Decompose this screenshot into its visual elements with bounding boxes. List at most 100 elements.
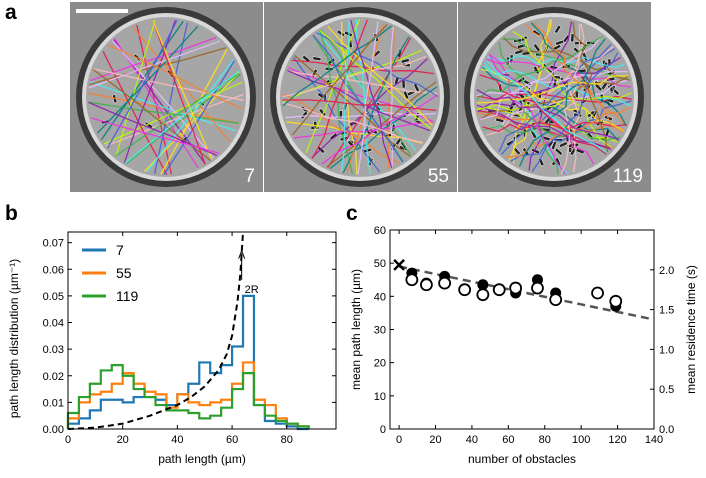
trajectory xyxy=(477,56,622,113)
trajectory xyxy=(483,62,608,154)
trajectory xyxy=(312,34,404,163)
trajectory xyxy=(498,43,612,153)
series-55-step xyxy=(66,361,310,429)
trajectory xyxy=(477,112,625,132)
trajectory xyxy=(293,120,434,139)
trajectory xyxy=(115,20,156,157)
trajectory xyxy=(112,40,215,159)
y-tick-label: 40 xyxy=(374,291,386,303)
x-tick-label: 40 xyxy=(171,434,183,446)
obstacle xyxy=(413,83,420,93)
panel-letter-a: a xyxy=(5,1,17,24)
trajectory xyxy=(487,55,625,69)
panel-letter-c: c xyxy=(346,202,358,225)
trajectory xyxy=(341,21,358,175)
micrograph-label-55: 55 xyxy=(427,166,449,187)
obstacle xyxy=(554,24,562,34)
trajectory xyxy=(89,47,227,86)
trajectory xyxy=(282,99,437,112)
trajectory xyxy=(282,55,427,98)
scatter-chart: 0 20 40 60 80 100 120 140 0 10 20 30 40 50 60 0.0 0.5 1.0… xyxy=(350,225,698,466)
x-axis-label: number of obstacles xyxy=(468,452,576,466)
obstacle xyxy=(570,33,575,43)
y-tick-label: 0.03 xyxy=(43,344,64,356)
obstacle xyxy=(402,90,410,100)
trajectory xyxy=(477,92,632,112)
trajectory xyxy=(124,70,240,164)
y-tick-label: 0.06 xyxy=(43,264,64,276)
theory-curve xyxy=(67,231,245,430)
obstacle xyxy=(312,56,322,62)
2r-label: 2R xyxy=(245,284,259,296)
trajectory xyxy=(531,52,619,172)
trajectory xyxy=(152,20,206,165)
micrograph-label-119: 119 xyxy=(612,166,643,187)
x-tick-label: 80 xyxy=(281,434,293,446)
trajectory xyxy=(292,56,381,173)
trajectory xyxy=(163,60,236,175)
x-tick-label: 100 xyxy=(572,434,590,446)
y-tick-label: 50 xyxy=(374,258,386,270)
2r-arrowhead xyxy=(238,249,246,259)
trajectory xyxy=(153,22,189,174)
series-7-step xyxy=(66,294,309,431)
x-tick-label: 40 xyxy=(466,434,478,446)
x-tick-label: 140 xyxy=(645,434,663,446)
point-open xyxy=(591,286,604,300)
y-tick-label: 0.00 xyxy=(43,424,64,436)
point-open xyxy=(476,288,490,302)
trajectory xyxy=(282,25,392,107)
micrograph-7: 7 xyxy=(70,2,263,192)
point-filled xyxy=(477,279,489,291)
trajectory xyxy=(305,19,361,154)
trajectory xyxy=(482,65,632,107)
trajectory xyxy=(340,20,350,173)
y-axis-label: path length distribution (µm⁻¹) xyxy=(7,259,21,418)
micrograph-119: 119 xyxy=(458,2,651,192)
point-open xyxy=(531,281,544,295)
trajectory xyxy=(291,23,388,136)
obstacle xyxy=(594,83,603,92)
obstacle xyxy=(532,65,541,75)
trajectory xyxy=(479,75,630,121)
y-tick-label: 0.07 xyxy=(43,238,64,250)
trajectory xyxy=(327,37,411,168)
y-axis-label: mean path length (µm) xyxy=(350,269,363,390)
y-tick-label: 60 xyxy=(374,225,386,237)
obstacle xyxy=(558,141,568,148)
scale-bar xyxy=(76,9,128,13)
trajectory xyxy=(560,23,581,175)
point-open xyxy=(458,283,472,297)
obstacle xyxy=(530,147,541,155)
x-tick-label: 0 xyxy=(396,434,402,446)
trajectory xyxy=(146,58,235,173)
obstacle xyxy=(400,58,410,64)
trajectory xyxy=(532,21,624,133)
trajectory xyxy=(152,20,213,160)
obstacle xyxy=(401,79,406,89)
y-tick-label: 30 xyxy=(374,325,386,337)
trajectory xyxy=(108,44,243,110)
trajectory xyxy=(88,101,240,124)
trajectory xyxy=(311,58,428,159)
trajectory xyxy=(518,38,606,167)
trajectory xyxy=(387,27,395,170)
trajectory xyxy=(476,35,603,101)
trajectory xyxy=(91,117,220,154)
x-tick-label: 60 xyxy=(226,434,238,446)
trajectory xyxy=(483,79,630,130)
y2-axis-label: mean residence time (s) xyxy=(684,265,698,394)
trajectory xyxy=(319,29,432,130)
legend-label-55: 55 xyxy=(116,265,132,281)
y-tick-label: 10 xyxy=(374,391,386,403)
point-open xyxy=(420,278,433,292)
y2-tick-label: 0.0 xyxy=(659,424,674,436)
obstacle xyxy=(554,39,565,46)
trajectory xyxy=(96,25,199,134)
trajectory xyxy=(530,22,627,127)
trajectory xyxy=(123,19,177,163)
trajectory xyxy=(316,31,417,152)
trajectory xyxy=(350,19,393,169)
histogram-chart: 2R 0 20 40 60 80 0.00 0.01 0.02 0.03 0.04 0.05 0.06 0… xyxy=(7,231,337,466)
x-tick-label: 20 xyxy=(429,434,441,446)
